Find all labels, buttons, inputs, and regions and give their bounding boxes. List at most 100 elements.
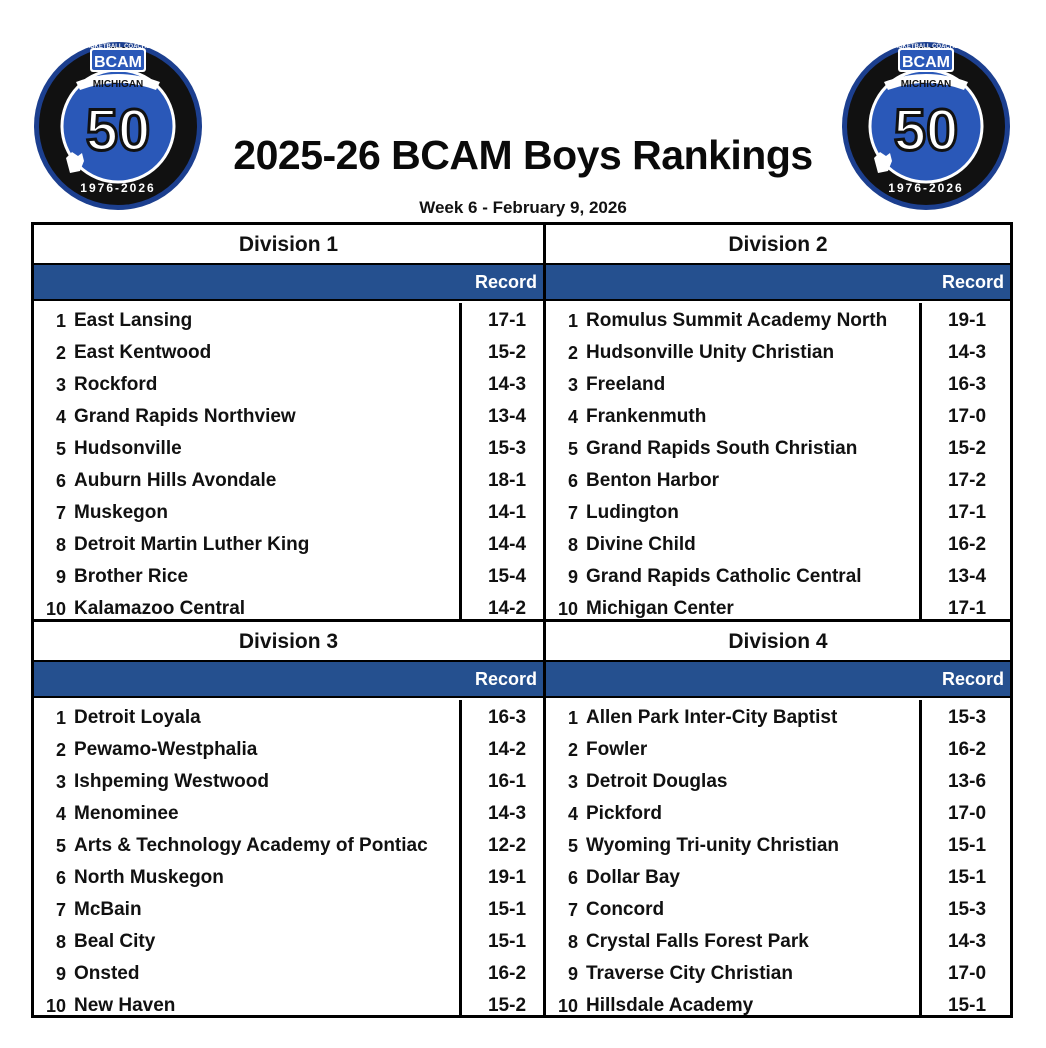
- division-title: Division 4: [728, 630, 828, 653]
- team-record: 16-3: [947, 374, 987, 395]
- team-rank: 4: [55, 804, 66, 824]
- team-record: 14-3: [487, 374, 527, 395]
- team-rank: 2: [55, 343, 66, 363]
- bcam-50-logo-left: BASKETBALL COACHES BCAM MICHIGAN 50 1976…: [32, 40, 204, 212]
- team-row: 9 Onsted 16-2: [34, 958, 543, 990]
- rankings-board: Division 1 Record 1 East Lansing 17-1 2 East…: [31, 222, 1013, 1018]
- team-record: 17-0: [947, 406, 987, 427]
- team-row: 1 Allen Park Inter-City Baptist 15-3: [546, 702, 1010, 734]
- team-row: 9 Brother Rice 15-4: [34, 561, 543, 593]
- bcam-50-logo-right: BASKETBALL COACHES BCAM MICHIGAN 50 1976…: [840, 40, 1012, 212]
- team-record: 17-1: [947, 502, 987, 523]
- team-rank: 4: [567, 407, 578, 427]
- logo-years: 1976-2026: [80, 181, 155, 195]
- team-record: 14-3: [487, 803, 527, 824]
- team-row: 8 Crystal Falls Forest Park 14-3: [546, 926, 1010, 958]
- team-rank: 8: [567, 535, 578, 555]
- team-row: 1 East Lansing 17-1: [34, 305, 543, 337]
- team-row: 4 Frankenmuth 17-0: [546, 401, 1010, 433]
- team-record: 15-1: [487, 931, 527, 952]
- team-row: 8 Divine Child 16-2: [546, 529, 1010, 561]
- team-name: Auburn Hills Avondale: [74, 470, 277, 491]
- team-rank: 7: [55, 503, 66, 523]
- team-record: 14-2: [487, 739, 527, 760]
- team-name: Benton Harbor: [586, 470, 719, 491]
- team-name: Dollar Bay: [586, 867, 680, 888]
- team-row: 7 Concord 15-3: [546, 894, 1010, 926]
- team-rank: 5: [567, 439, 578, 459]
- team-record: 14-1: [487, 502, 527, 523]
- team-name: Hudsonville: [74, 438, 182, 459]
- logo-state: MICHIGAN: [93, 79, 144, 90]
- team-name: Ishpeming Westwood: [74, 771, 269, 792]
- team-row: 8 Beal City 15-1: [34, 926, 543, 958]
- team-name: East Kentwood: [74, 342, 212, 363]
- team-rank: 2: [567, 740, 578, 760]
- team-name: New Haven: [74, 995, 176, 1016]
- team-rank: 1: [567, 708, 578, 728]
- record-column-divider: [919, 700, 922, 1015]
- team-row: 5 Hudsonville 15-3: [34, 433, 543, 465]
- team-name: Pewamo-Westphalia: [74, 739, 258, 760]
- team-name: Traverse City Christian: [586, 963, 793, 984]
- division-panel: Division 1 Record 1 East Lansing 17-1 2 East…: [34, 225, 543, 619]
- team-rank: 1: [567, 311, 578, 331]
- team-rank: 6: [55, 471, 66, 491]
- team-record: 13-4: [947, 566, 987, 587]
- team-rank: 1: [55, 708, 66, 728]
- team-record: 15-2: [947, 438, 987, 459]
- team-name: Freeland: [586, 374, 666, 395]
- team-record: 15-1: [947, 835, 987, 856]
- team-record: 16-2: [947, 534, 987, 555]
- team-name: Kalamazoo Central: [74, 598, 246, 619]
- team-rank: 5: [567, 836, 578, 856]
- team-rank: 3: [567, 772, 578, 792]
- team-name: Crystal Falls Forest Park: [586, 931, 809, 952]
- team-record: 14-4: [487, 534, 527, 555]
- team-name: North Muskegon: [74, 867, 224, 888]
- team-name: Detroit Martin Luther King: [74, 534, 310, 555]
- team-row: 6 Auburn Hills Avondale 18-1: [34, 465, 543, 497]
- team-row: 8 Detroit Martin Luther King 14-4: [34, 529, 543, 561]
- team-rank: 6: [567, 471, 578, 491]
- team-row: 7 Ludington 17-1: [546, 497, 1010, 529]
- team-name: Muskegon: [74, 502, 168, 523]
- team-rank: 9: [55, 964, 66, 984]
- team-list: 1 Romulus Summit Academy North 19-1 2 Hudson…: [546, 303, 1010, 619]
- logo-top-text: BASKETBALL COACHES: [82, 44, 154, 50]
- team-name: Hudsonville Unity Christian: [586, 342, 835, 363]
- page-title: 2025-26 BCAM Boys Rankings: [233, 132, 813, 178]
- logo-number: 50: [86, 98, 151, 163]
- team-record: 16-2: [487, 963, 527, 984]
- team-rank: 10: [45, 996, 66, 1016]
- team-name: Detroit Douglas: [586, 771, 728, 792]
- record-column-header: Record: [941, 272, 1004, 292]
- team-row: 3 Rockford 14-3: [34, 369, 543, 401]
- team-rank: 8: [55, 535, 66, 555]
- team-record: 15-3: [947, 707, 987, 728]
- record-column-divider: [919, 303, 922, 619]
- team-rank: 6: [55, 868, 66, 888]
- team-row: 9 Grand Rapids Catholic Central 13-4: [546, 561, 1010, 593]
- team-record: 13-4: [487, 406, 527, 427]
- team-rank: 6: [567, 868, 578, 888]
- record-column-header: Record: [474, 669, 537, 689]
- team-name: Grand Rapids South Christian: [586, 438, 858, 459]
- team-record: 16-2: [947, 739, 987, 760]
- team-name: Arts & Technology Academy of Pontiac: [74, 835, 428, 856]
- logo-top-text: BASKETBALL COACHES: [890, 44, 962, 50]
- team-record: 15-1: [947, 995, 987, 1016]
- team-rank: 7: [567, 900, 578, 920]
- team-rank: 10: [45, 599, 66, 619]
- team-row: 2 Hudsonville Unity Christian 14-3: [546, 337, 1010, 369]
- team-row: 5 Arts & Technology Academy of Pontiac 12-…: [34, 830, 543, 862]
- team-row: 4 Pickford 17-0: [546, 798, 1010, 830]
- record-column-header: Record: [941, 669, 1004, 689]
- team-record: 16-1: [487, 771, 527, 792]
- team-rank: 10: [557, 996, 578, 1016]
- team-name: East Lansing: [74, 310, 193, 331]
- team-row: 10 Michigan Center 17-1: [546, 593, 1010, 625]
- team-name: Ludington: [586, 502, 679, 523]
- team-row: 3 Freeland 16-3: [546, 369, 1010, 401]
- record-column-header: Record: [474, 272, 537, 292]
